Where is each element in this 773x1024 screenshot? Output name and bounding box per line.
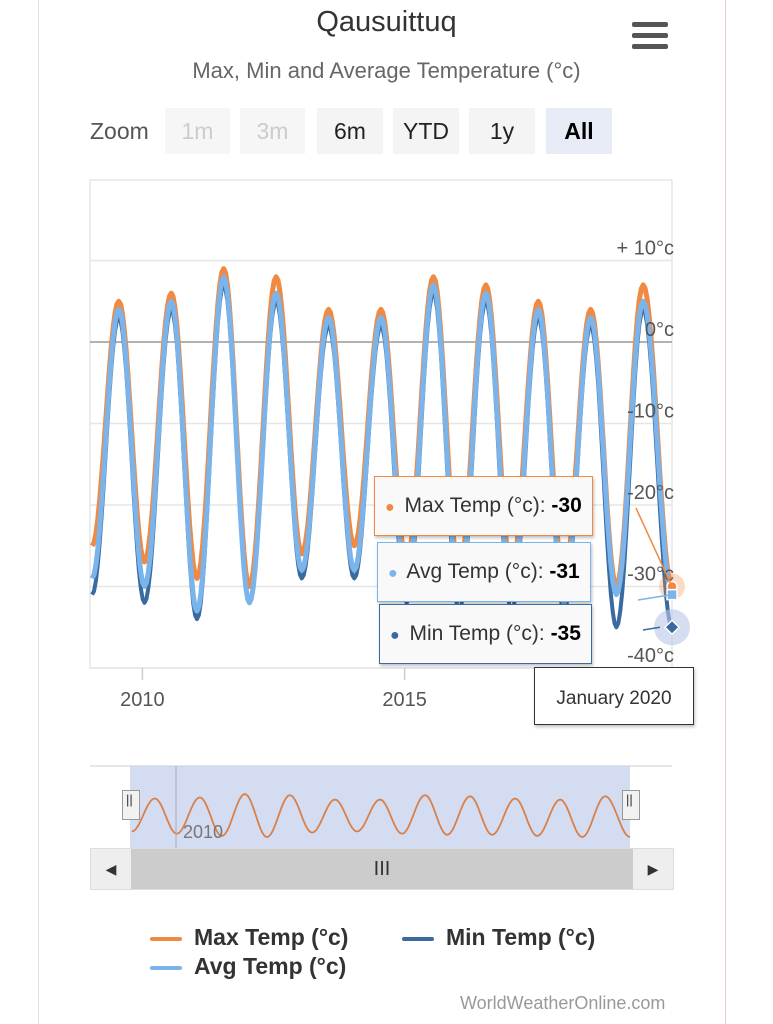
tooltip-max-temp: ● Max Temp (°c): -30	[374, 476, 593, 536]
tooltip-min-label: Min Temp (°c):	[409, 622, 545, 645]
tooltip-avg-value: -31	[549, 560, 580, 583]
x-tick-label: 2010	[120, 689, 165, 711]
tooltip-max-dot: ●	[385, 499, 395, 516]
tooltip-min-temp: ● Min Temp (°c): -35	[379, 604, 592, 664]
y-tick-label: -10°c	[627, 401, 674, 423]
legend-label-max: Max Temp (°c)	[194, 924, 349, 950]
tooltip-min-dot: ●	[390, 627, 400, 644]
y-tick-label: 0°c	[645, 319, 674, 341]
tooltip-avg-dot: ●	[388, 565, 398, 582]
scrollbar-thumb[interactable]: III	[131, 849, 633, 889]
y-tick-label: -20°c	[627, 482, 674, 504]
zoom-1m-button[interactable]: 1m	[165, 108, 230, 154]
y-tick-label: -40°c	[627, 645, 674, 667]
navigator-left-handle[interactable]: ||	[122, 790, 140, 820]
legend-swatch-avg	[150, 965, 182, 970]
hamburger-menu-icon[interactable]	[632, 22, 668, 50]
tooltip-max-value: -30	[551, 494, 582, 517]
tooltip-connector-max	[635, 507, 673, 587]
legend-swatch-max	[150, 936, 182, 941]
navigator-selection	[130, 766, 630, 848]
chart-title: Qausuittuq	[316, 6, 457, 38]
zoom-label: Zoom	[90, 118, 149, 144]
scroll-right-arrow-icon[interactable]: ▶	[647, 861, 659, 877]
legend-item-max-temp[interactable]: Max Temp (°c)	[150, 924, 348, 951]
tooltip-max-label: Max Temp (°c):	[404, 494, 546, 517]
zoom-1y-button[interactable]: 1y	[469, 108, 535, 154]
zoom-ytd-button[interactable]: YTD	[393, 108, 459, 154]
zoom-all-button[interactable]: All	[546, 108, 612, 154]
legend-label-avg: Avg Temp (°c)	[194, 953, 347, 979]
navigator-right-handle[interactable]: ||	[622, 790, 640, 820]
tooltip-connector-min	[642, 626, 661, 631]
y-tick-label: -30°c	[627, 564, 674, 586]
navigator-tick-label: 2010	[183, 822, 223, 842]
y-tick-label: + 10°c	[617, 238, 674, 260]
navigator-series	[131, 793, 631, 838]
tooltip-date: January 2020	[534, 667, 694, 725]
tooltip-min-value: -35	[550, 622, 581, 645]
chart-subtitle: Max, Min and Average Temperature (°c)	[192, 58, 581, 83]
tooltip-avg-temp: ● Avg Temp (°c): -31	[377, 542, 591, 602]
tooltip-avg-label: Avg Temp (°c):	[406, 560, 544, 583]
scroll-left-arrow-icon[interactable]: ◀	[105, 861, 117, 877]
credits-link[interactable]: WorldWeatherOnline.com	[460, 993, 666, 1013]
zoom-6m-button[interactable]: 6m	[317, 108, 383, 154]
legend-item-avg-temp[interactable]: Avg Temp (°c)	[150, 953, 346, 980]
scrollbar[interactable]: ◀ III ▶	[90, 848, 674, 890]
legend-swatch-min	[402, 936, 434, 941]
hover-marker-min	[663, 619, 681, 636]
chart-container	[38, 0, 726, 1024]
zoom-3m-button[interactable]: 3m	[240, 108, 305, 154]
legend-item-min-temp[interactable]: Min Temp (°c)	[402, 924, 595, 951]
legend-label-min: Min Temp (°c)	[446, 924, 596, 950]
tooltip-connector-avg	[637, 593, 673, 601]
x-tick-label: 2015	[382, 689, 427, 711]
